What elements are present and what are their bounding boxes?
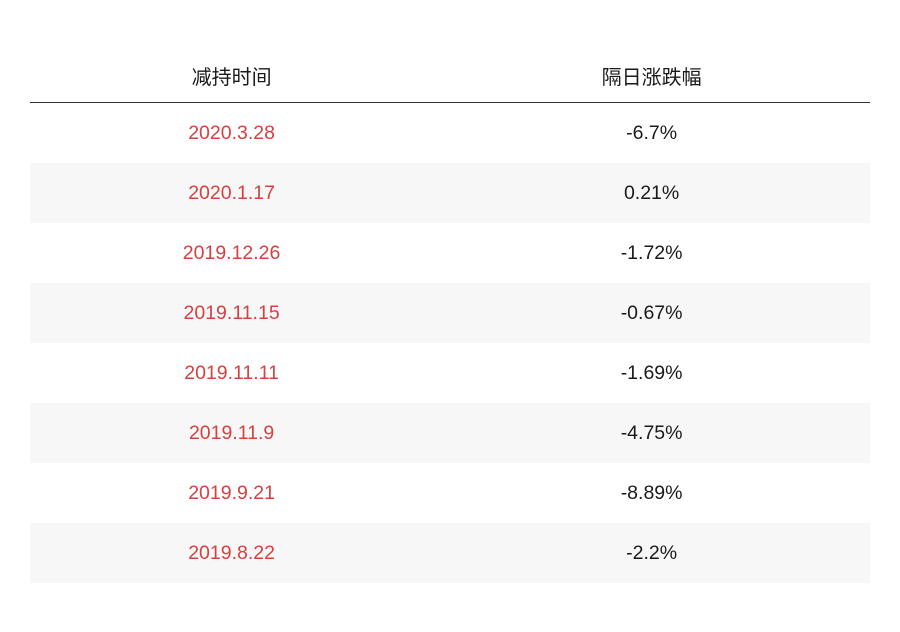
cell-change: -8.89% <box>433 482 870 505</box>
table-row: 2019.8.22 -2.2% <box>30 523 870 583</box>
cell-date: 2020.1.17 <box>30 182 433 205</box>
cell-change: 0.21% <box>433 182 870 205</box>
cell-date: 2019.11.9 <box>30 422 433 445</box>
cell-date: 2020.3.28 <box>30 122 433 145</box>
column-header-change: 隔日涨跌幅 <box>433 61 870 90</box>
cell-change: -6.7% <box>433 122 870 145</box>
cell-change: -4.75% <box>433 422 870 445</box>
column-header-date: 减持时间 <box>30 61 433 90</box>
cell-date: 2019.11.11 <box>30 362 433 385</box>
data-table: 减持时间 隔日涨跌幅 2020.3.28 -6.7% 2020.1.17 0.2… <box>30 48 870 583</box>
cell-date: 2019.11.15 <box>30 302 433 325</box>
table-row: 2019.11.15 -0.67% <box>30 283 870 343</box>
table-header-row: 减持时间 隔日涨跌幅 <box>30 48 870 103</box>
cell-date: 2019.12.26 <box>30 242 433 265</box>
cell-change: -2.2% <box>433 542 870 565</box>
cell-date: 2019.8.22 <box>30 542 433 565</box>
table-row: 2020.3.28 -6.7% <box>30 103 870 163</box>
cell-date: 2019.9.21 <box>30 482 433 505</box>
cell-change: -1.69% <box>433 362 870 385</box>
table-row: 2019.12.26 -1.72% <box>30 223 870 283</box>
cell-change: -0.67% <box>433 302 870 325</box>
table-row: 2019.11.9 -4.75% <box>30 403 870 463</box>
table-row: 2020.1.17 0.21% <box>30 163 870 223</box>
cell-change: -1.72% <box>433 242 870 265</box>
table-row: 2019.9.21 -8.89% <box>30 463 870 523</box>
table-row: 2019.11.11 -1.69% <box>30 343 870 403</box>
